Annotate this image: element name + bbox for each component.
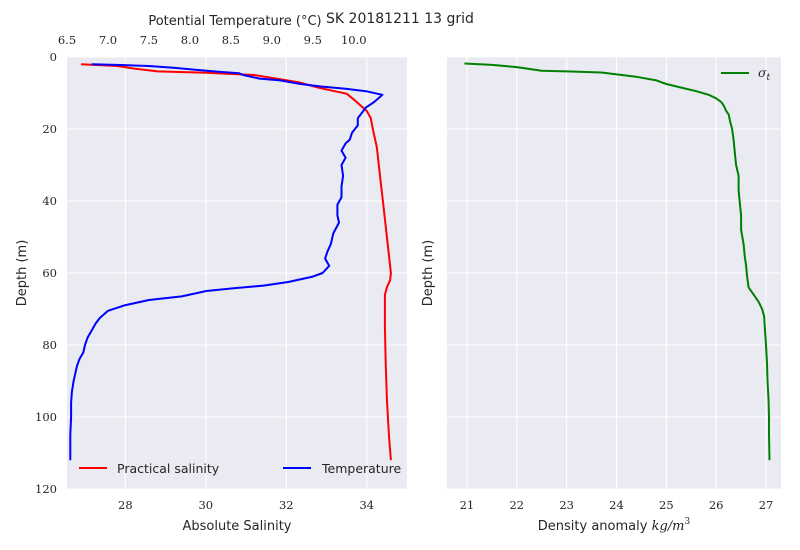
legend-label-sigma-t: σt [758,65,771,83]
legend-label-practical-salinity: Practical salinity [117,461,220,476]
left-y-tick-label: 40 [42,194,57,208]
left-top-tick-label: 9.0 [263,33,281,47]
right-x-axis-label-text: Density anomaly [538,519,652,534]
legend-sigma-subscript: t [767,73,771,83]
figure-title: SK 20181211 13 grid [326,11,474,27]
series-line-practical-salinity [81,63,392,461]
left-top-tick-label: 7.0 [99,33,117,47]
right-x-tick-label: 27 [759,498,774,512]
legend-label-temperature: Temperature [321,461,401,476]
left-top-tick-label: 8.0 [181,33,199,47]
left-bottom-tick-label: 28 [118,498,133,512]
right-x-tick-label: 23 [559,498,574,512]
right-y-axis-label: Depth (m) [421,240,436,307]
left-y-tick-label: 100 [35,410,57,424]
left-y-tick-label: 80 [42,338,57,352]
series-line-temperature [69,63,384,461]
left-top-tick-label: 8.5 [222,33,240,47]
left-x-axis-label: Absolute Salinity [182,519,291,534]
left-y-tick-label: 0 [50,50,57,64]
right-x-tick-label: 21 [460,498,475,512]
left-bottom-tick-label: 32 [279,498,294,512]
left-y-tick-label: 20 [42,122,57,136]
left-top-axis-label: Potential Temperature (°C) [148,14,321,29]
left-y-tick-label: 120 [35,482,57,496]
left-y-tick-label: 60 [42,266,57,280]
series-line-sigma-t [464,62,771,461]
left-top-tick-label: 10.0 [341,33,367,47]
legend-sigma-symbol: σ [758,65,767,80]
right-x-axis-units-exponent: 3 [684,517,690,527]
left-top-tick-label: 7.5 [140,33,158,47]
right-x-axis-label: Density anomaly kg/m3 [538,517,691,534]
left-top-tick-label: 6.5 [58,33,76,47]
right-x-tick-label: 24 [609,498,624,512]
right-x-tick-label: 22 [509,498,524,512]
left-bottom-tick-label: 30 [198,498,213,512]
right-x-tick-label: 26 [709,498,724,512]
right-x-tick-label: 25 [659,498,674,512]
right-x-axis-units: kg/m [652,519,685,534]
left-bottom-tick-label: 34 [359,498,374,512]
left-y-axis-label: Depth (m) [15,240,30,307]
left-top-tick-label: 9.5 [304,33,322,47]
